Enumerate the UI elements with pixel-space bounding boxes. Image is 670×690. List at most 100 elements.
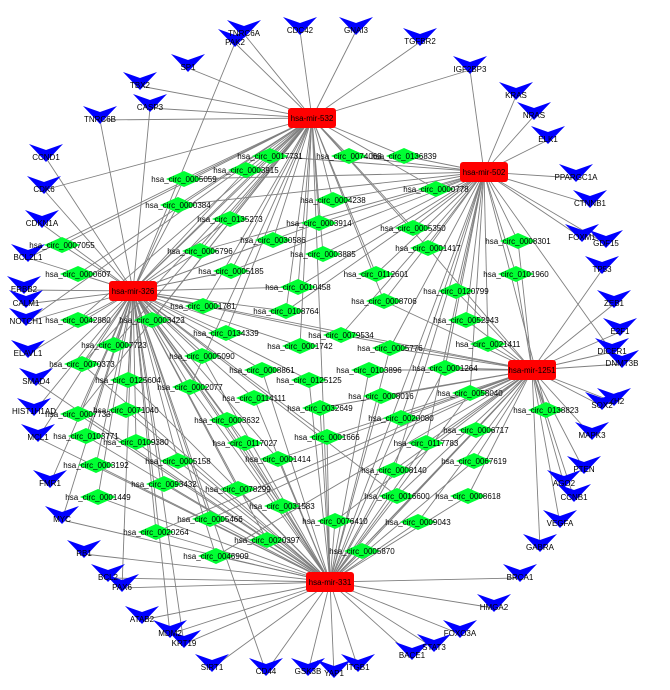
circrna-node[interactable]: hsa_circ_0125604 <box>95 372 161 388</box>
gene-node[interactable]: TBX2 <box>123 72 157 90</box>
circrna-node[interactable]: hsa_circ_0009043 <box>385 514 451 530</box>
circrna-node[interactable]: hsa_circ_0125125 <box>276 372 342 388</box>
gene-node[interactable]: BACE1 <box>395 642 429 660</box>
circrna-node[interactable]: hsa_circ_0103896 <box>336 362 402 378</box>
circrna-node[interactable]: hsa_circ_0007733 <box>45 406 111 422</box>
circrna-node[interactable]: hsa_circ_0008861 <box>229 362 295 378</box>
circrna-node[interactable]: hsa_circ_0076410 <box>302 513 368 529</box>
mirna-node[interactable]: hsa-mir-502 <box>460 162 508 182</box>
gene-node[interactable]: CTNNB1 <box>573 190 607 208</box>
circrna-node[interactable]: hsa_circ_0001264 <box>412 360 478 376</box>
gene-node[interactable]: ATAB2 <box>125 606 159 624</box>
circrna-node[interactable]: hsa_circ_0030586 <box>240 232 306 248</box>
gene-node[interactable]: ZEB1 <box>597 290 631 308</box>
circrna-node[interactable]: hsa_circ_0000778 <box>403 181 469 197</box>
circrna-node[interactable]: hsa_circ_0005776 <box>357 340 423 356</box>
gene-node[interactable]: SMAD4 <box>19 368 53 386</box>
gene-node[interactable]: TGFBR2 <box>403 28 437 46</box>
gene-node[interactable]: RB1 <box>67 540 101 558</box>
gene-node[interactable]: CCNB1 <box>557 484 591 502</box>
circrna-node[interactable]: hsa_circ_0134339 <box>193 325 259 341</box>
gene-node[interactable]: CALM1 <box>9 290 43 308</box>
gene-node[interactable]: E2F1 <box>603 318 637 336</box>
circrna-node[interactable]: hsa_circ_0005466 <box>177 511 243 527</box>
circrna-node[interactable]: hsa_circ_0093432 <box>131 476 197 492</box>
gene-node[interactable]: SIRT1 <box>195 654 229 672</box>
circrna-node[interactable]: hsa_circ_0001781 <box>170 298 236 314</box>
mirna-node[interactable]: hsa-mir-326 <box>109 281 157 301</box>
circrna-node[interactable]: hsa_circ_0079534 <box>308 327 374 343</box>
circrna-node[interactable]: hsa_circ_0005350 <box>380 220 446 236</box>
gene-node[interactable]: ELK1 <box>531 126 565 144</box>
circrna-node[interactable]: hsa_circ_0005185 <box>198 263 264 279</box>
gene-node[interactable]: CCND1 <box>29 144 63 162</box>
gene-node[interactable]: GNAI3 <box>339 17 373 35</box>
circrna-node[interactable]: hsa_circ_0112601 <box>344 266 409 282</box>
gene-node[interactable]: DICER1 <box>595 338 629 356</box>
gene-node[interactable]: AGO2 <box>547 470 581 488</box>
gene-node[interactable]: NOTCH1 <box>9 308 43 326</box>
circrna-node[interactable]: hsa_circ_0000607 <box>45 266 111 282</box>
circrna-node[interactable]: hsa_circ_0021411 <box>456 336 521 352</box>
gene-node[interactable]: BCL2L1 <box>11 244 45 262</box>
circrna-node[interactable]: hsa_circ_0109380 <box>103 434 169 450</box>
circrna-node[interactable]: hsa_circ_0010458 <box>265 279 331 295</box>
gene-node[interactable]: GDF15 <box>589 230 623 248</box>
circrna-node[interactable]: hsa_circ_0103771 <box>53 428 119 444</box>
circrna-node[interactable]: hsa_circ_0003423 <box>119 312 185 328</box>
circrna-node[interactable]: hsa_circ_0007723 <box>81 337 147 353</box>
circrna-node[interactable]: hsa_circ_0000384 <box>145 197 211 213</box>
gene-node[interactable]: ERBB2 <box>7 276 41 294</box>
circrna-node[interactable]: hsa_circ_0001417 <box>395 240 461 256</box>
circrna-node[interactable]: hsa_circ_0017731 <box>237 148 303 164</box>
circrna-node[interactable]: hsa_circ_0006717 <box>443 422 509 438</box>
gene-node[interactable]: GSK3B <box>291 658 325 676</box>
mirna-node[interactable]: hsa-mir-1251 <box>508 360 556 380</box>
gene-node[interactable]: GABRA <box>523 534 557 552</box>
gene-node[interactable]: TNRC6B <box>83 106 117 124</box>
circrna-node[interactable]: hsa_circ_0042880 <box>45 312 111 328</box>
gene-node[interactable]: MDM2 <box>153 620 187 638</box>
circrna-node[interactable]: hsa_circ_0071040 <box>93 402 159 418</box>
circrna-node[interactable]: hsa_circ_0136839 <box>371 148 437 164</box>
gene-node[interactable]: SP1 <box>171 54 205 72</box>
circrna-node[interactable]: hsa_circ_0020080 <box>368 410 434 426</box>
circrna-node[interactable]: hsa_circ_0005870 <box>329 543 395 559</box>
circrna-node[interactable]: hsa_circ_0007055 <box>29 237 95 253</box>
gene-node[interactable]: CDC42 <box>283 17 317 35</box>
circrna-node[interactable]: hsa_circ_0074063 <box>316 148 382 164</box>
circrna-node[interactable]: hsa_circ_0078299 <box>205 481 271 497</box>
gene-node[interactable]: FOXO3A <box>443 620 477 638</box>
circrna-node[interactable]: hsa_circ_0108764 <box>253 303 319 319</box>
circrna-node[interactable]: hsa_circ_0005158 <box>145 453 211 469</box>
circrna-node[interactable]: hsa_circ_0003632 <box>194 412 260 428</box>
gene-node[interactable]: PTEN <box>567 456 601 474</box>
circrna-node[interactable]: hsa_circ_0046909 <box>183 548 249 564</box>
circrna-node[interactable]: hsa_circ_0006796 <box>167 243 233 259</box>
gene-node[interactable]: KRAS <box>499 82 533 100</box>
gene-node[interactable]: MAPK3 <box>575 422 609 440</box>
circrna-node[interactable]: hsa_circ_0003914 <box>286 215 352 231</box>
gene-node[interactable]: MYC <box>45 506 79 524</box>
circrna-node[interactable]: hsa_circ_0003192 <box>63 457 129 473</box>
gene-node[interactable]: CASP3 <box>133 94 167 112</box>
gene-node[interactable]: FMR1 <box>33 470 67 488</box>
gene-node[interactable]: HMGA2 <box>477 594 511 612</box>
circrna-node[interactable]: hsa_circ_0008706 <box>351 293 417 309</box>
circrna-node[interactable]: hsa_circ_0135273 <box>197 211 263 227</box>
circrna-node[interactable]: hsa_circ_0138823 <box>513 402 579 418</box>
circrna-node[interactable]: hsa_circ_0067619 <box>441 453 507 469</box>
gene-node[interactable]: CDKN1A <box>25 210 59 228</box>
gene-node[interactable]: ITGB1 <box>341 654 375 672</box>
gene-node[interactable]: YAP1 <box>317 660 351 678</box>
gene-node[interactable]: FOXM1 <box>565 224 599 242</box>
circrna-node[interactable]: hsa_circ_0008016 <box>348 388 414 404</box>
gene-node[interactable]: PPARGC1A <box>555 164 599 182</box>
circrna-node[interactable]: hsa_circ_0008301 <box>485 233 551 249</box>
gene-node[interactable]: KRT19 <box>167 630 201 648</box>
circrna-node[interactable]: hsa_circ_0117783 <box>394 435 459 451</box>
circrna-node[interactable]: hsa_circ_0031583 <box>249 498 315 514</box>
gene-node[interactable]: VEGFA <box>543 510 577 528</box>
circrna-node[interactable]: hsa_circ_0003915 <box>213 162 279 178</box>
gene-node[interactable]: BCL2 <box>91 564 125 582</box>
